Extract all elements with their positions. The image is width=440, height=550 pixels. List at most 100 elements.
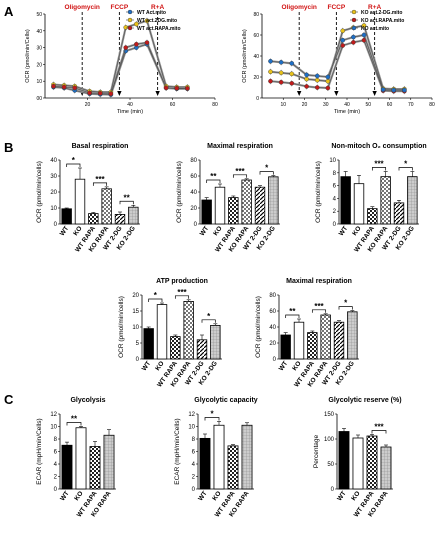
bar	[340, 176, 351, 225]
bar	[280, 334, 291, 360]
bar	[338, 431, 350, 490]
chart-title: Basal respiration	[72, 143, 129, 150]
chart-title: ATP production	[156, 278, 208, 285]
significance-label: **	[210, 172, 217, 181]
y-tick-label: 0	[136, 357, 140, 363]
bar	[307, 332, 318, 360]
legend-marker	[351, 9, 357, 15]
y-tick-label: 20	[190, 206, 197, 212]
category-label: WT	[197, 490, 209, 502]
data-point	[314, 73, 320, 79]
category-label: WT	[59, 490, 71, 502]
y-tick-label: 10	[50, 425, 57, 431]
significance-label: *	[265, 164, 269, 173]
data-point	[144, 18, 150, 24]
category-label: WT	[59, 225, 71, 237]
category-label: WT	[336, 490, 348, 502]
bar	[61, 444, 73, 490]
y-tick-label: 15	[132, 309, 139, 315]
significance-bracket	[204, 417, 220, 421]
bar	[156, 304, 168, 360]
significance-bracket	[201, 319, 216, 323]
category-label: KO	[72, 225, 83, 237]
significance-bracket	[92, 182, 108, 186]
data-point	[134, 21, 139, 27]
bar	[380, 446, 392, 490]
category-label: WT	[338, 225, 350, 237]
significance-bracket	[371, 167, 387, 171]
chart-title: Non-mitoch O₂ consumption	[331, 143, 426, 150]
y-tick-label: 8	[192, 437, 196, 443]
significance-label: *	[404, 160, 408, 169]
category-label: WT	[141, 360, 153, 372]
data-point	[325, 85, 331, 91]
data-point	[380, 87, 386, 92]
data-point	[123, 45, 129, 50]
significance-bracket	[285, 314, 300, 318]
y-tick-label: 12	[188, 412, 195, 418]
data-point	[340, 28, 346, 34]
data-point	[108, 91, 114, 97]
bar	[75, 427, 87, 490]
legend-marker	[127, 17, 133, 23]
x-tick-label: 40	[127, 102, 133, 108]
y-tick-label: 40	[36, 29, 42, 35]
injection-arrow-icon	[155, 91, 160, 96]
bar	[143, 328, 154, 360]
significance-label: **	[124, 193, 131, 202]
y-tick-label: 0	[54, 487, 58, 493]
bar	[183, 300, 194, 360]
data-point	[134, 41, 139, 47]
panel-label-c: C	[4, 392, 14, 407]
bar-chart-B3: Non-mitoch O₂ consumption 0 2 4 6 8 10 OCR (pmo…	[315, 143, 427, 254]
y-tick-label: 0	[273, 357, 277, 363]
data-point	[325, 74, 331, 80]
y-tick-label: 0	[256, 96, 259, 102]
y-tick-label: 10	[329, 158, 336, 164]
significance-label: ***	[374, 423, 384, 432]
bar-chart-C2: Glycolytic capacity 0 2 4 6 8 10 12 ECAR (mpH/mi…	[174, 397, 258, 519]
y-tick-label: 60	[269, 309, 276, 315]
injection-label: FCCP	[111, 4, 129, 11]
x-axis-label: Time (min)	[334, 109, 360, 115]
data-point	[268, 78, 273, 84]
category-label: KO	[212, 225, 223, 237]
y-axis-label: OCR (pmol/min/cells)	[118, 296, 125, 358]
legend-marker	[127, 25, 133, 31]
data-point	[304, 84, 309, 89]
y-axis-label: ECAR (mpH/min/Cells)	[174, 418, 181, 484]
x-tick-label: 70	[408, 102, 414, 108]
data-point	[185, 86, 190, 91]
panel-label-b: B	[4, 140, 13, 155]
bar	[380, 176, 391, 225]
x-tick-label: 20	[85, 102, 91, 108]
bar	[114, 213, 126, 225]
legend-entry: WT Act.mito	[137, 10, 166, 16]
x-tick-label: 80	[212, 102, 218, 108]
y-tick-label: 2	[54, 475, 58, 481]
legend-entry: KO act.mito	[361, 26, 389, 32]
category-label: KO	[73, 490, 84, 502]
data-point	[304, 72, 309, 78]
data-point	[61, 84, 67, 90]
y-axis-label: OCR (pmol/min/cells)	[255, 296, 262, 358]
chart-title: Glycolysis	[70, 397, 105, 404]
bar	[367, 208, 378, 225]
data-point	[72, 85, 78, 91]
bar	[366, 435, 378, 490]
series-line	[270, 25, 405, 90]
bar-chart-B4: ATP production 0 5 10 15 20 OCR (pmol/min/cell…	[118, 278, 222, 389]
bar	[268, 176, 279, 225]
y-tick-label: 5	[136, 341, 140, 347]
bar	[393, 202, 405, 225]
chart-title: Glycolytic capacity	[194, 397, 258, 404]
data-point	[268, 58, 273, 64]
legend-entry: KO act.RAPA.mito	[361, 18, 404, 24]
bar	[293, 321, 305, 360]
bar	[353, 183, 365, 225]
y-tick-label: 30	[50, 174, 57, 180]
y-tick-label: 0	[54, 222, 58, 228]
bar	[320, 314, 331, 360]
legend-marker	[351, 17, 357, 23]
